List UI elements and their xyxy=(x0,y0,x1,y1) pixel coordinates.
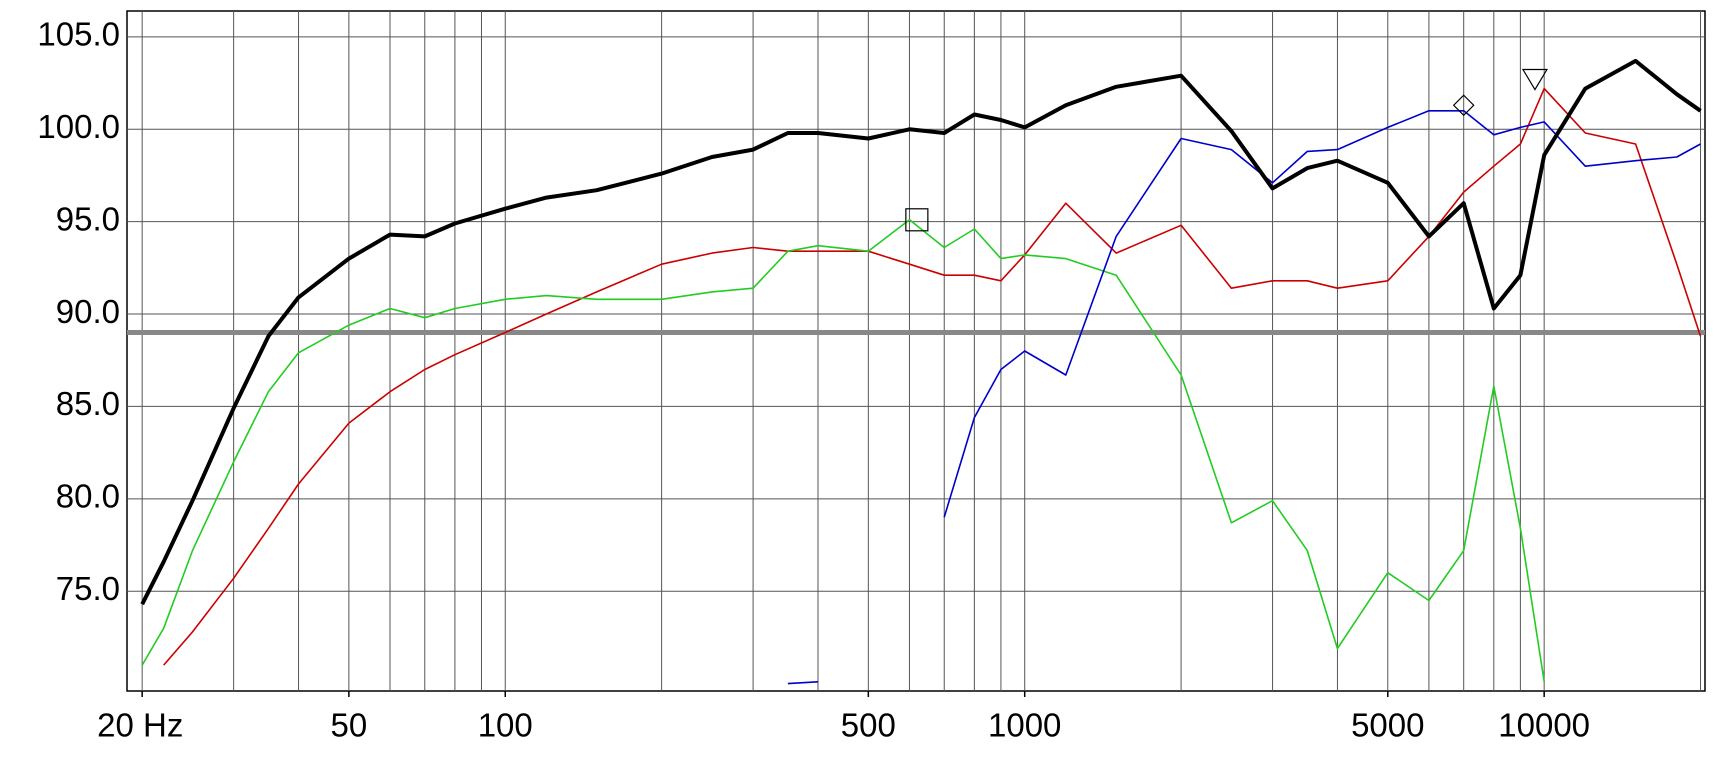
y-tick-label: 105.0 xyxy=(37,16,120,53)
marker-diamond xyxy=(1452,94,1475,117)
y-tick-label: 75.0 xyxy=(56,570,120,607)
series-line xyxy=(140,58,1702,606)
y-tick-label: 80.0 xyxy=(56,478,120,515)
marker-triangle xyxy=(1521,68,1549,91)
y-tick-label: 85.0 xyxy=(56,385,120,422)
x-tick-label: 50 xyxy=(331,707,368,744)
plot-area xyxy=(126,10,1706,692)
y-tick-label: 90.0 xyxy=(56,293,120,330)
series-line xyxy=(787,110,1701,685)
x-tick-label: 500 xyxy=(841,707,896,744)
x-tick-label: 1000 xyxy=(988,707,1061,744)
x-tick-label: 10000 xyxy=(1498,707,1590,744)
x-tick-label: 5000 xyxy=(1351,707,1424,744)
series-line xyxy=(163,87,1702,666)
x-tick-label: 100 xyxy=(478,707,533,744)
y-tick-label: 95.0 xyxy=(56,200,120,237)
y-tick-label: 100.0 xyxy=(37,108,120,145)
x-tick-label: 20 Hz xyxy=(97,707,183,744)
series-line xyxy=(141,219,1545,682)
marker-square xyxy=(905,208,929,232)
